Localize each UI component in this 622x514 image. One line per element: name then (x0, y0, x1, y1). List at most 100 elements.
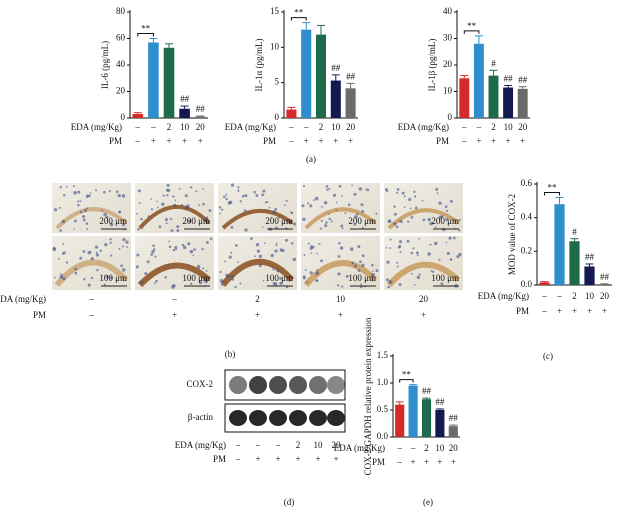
nucleus (166, 188, 171, 193)
treatment-value: + (172, 310, 177, 320)
nucleus (109, 276, 113, 280)
nucleus (414, 206, 418, 210)
nucleus (193, 248, 196, 251)
nucleus (292, 257, 297, 262)
nucleus (136, 212, 138, 215)
nucleus (59, 275, 64, 279)
nucleus (436, 192, 439, 195)
nucleus (82, 250, 86, 253)
nucleus (73, 228, 75, 230)
nucleus (262, 189, 266, 193)
nucleus (431, 270, 435, 273)
nucleus (89, 192, 92, 194)
airway (303, 260, 378, 287)
y-tick-label: 40 (116, 59, 126, 69)
nucleus (283, 204, 286, 207)
bar (517, 88, 528, 118)
nucleus (416, 254, 419, 257)
nucleus (285, 199, 288, 202)
nucleus (415, 251, 419, 255)
treatment-value: – (235, 440, 241, 450)
nucleus (90, 257, 94, 261)
treatment-value: 10 (585, 291, 595, 301)
treatment-name: EDA (mg/Kg) (0, 294, 46, 304)
nucleus (304, 269, 307, 271)
nucleus (95, 189, 98, 192)
nucleus (357, 245, 361, 249)
nucleus (413, 195, 417, 198)
y-tick-label: 0.6 (521, 178, 533, 188)
treatment-value: – (88, 310, 94, 320)
nucleus (458, 252, 462, 257)
significance-bracket (463, 30, 480, 34)
treatment-value: + (424, 457, 429, 467)
nucleus (353, 192, 357, 196)
nucleus (438, 201, 442, 205)
y-tick-label: 0.5 (377, 404, 389, 414)
y-tick-label: 0.0 (377, 431, 389, 441)
nucleus (117, 193, 121, 198)
nucleus (261, 226, 264, 228)
nucleus (189, 186, 193, 189)
nucleus (309, 271, 313, 275)
treatment-value: 10 (504, 122, 514, 132)
nucleus (316, 252, 319, 255)
micrograph: 100 μm (135, 236, 214, 290)
nucleus (135, 265, 139, 269)
significance: ** (548, 183, 558, 193)
nucleus (396, 265, 399, 268)
nucleus (158, 225, 162, 229)
nucleus (140, 217, 143, 221)
nucleus (446, 209, 449, 212)
y-tick-label: 5 (275, 77, 280, 87)
nucleus (196, 264, 201, 269)
scale-bar-label: 100 μm (431, 273, 459, 283)
nucleus (256, 249, 261, 253)
nucleus (234, 285, 237, 289)
blot-band (289, 410, 307, 426)
blot-band (249, 376, 267, 394)
scale-bar-label: 200 μm (99, 216, 127, 226)
nucleus (83, 277, 86, 281)
nucleus (181, 243, 184, 246)
treatment-value: + (506, 136, 511, 146)
nucleus (385, 278, 389, 282)
nucleus (60, 273, 63, 276)
y-axis-label: COX-2/GAPDH relative protein expression (363, 317, 373, 475)
treatment-value: 2 (296, 440, 301, 450)
nucleus (328, 187, 331, 190)
treatment-value: 10 (336, 294, 346, 304)
nucleus (74, 271, 78, 275)
nucleus (242, 212, 245, 215)
treatment-name: EDA (mg/Kg) (478, 291, 529, 301)
nucleus (372, 270, 374, 273)
nucleus (389, 247, 392, 249)
nucleus (154, 255, 157, 258)
treatment-value: – (461, 136, 467, 146)
treatment-value: 2 (424, 443, 429, 453)
annotation: ## (346, 71, 356, 81)
nucleus (452, 236, 456, 240)
nucleus (449, 258, 453, 261)
nucleus (275, 242, 278, 245)
annotation: ## (180, 94, 190, 104)
nucleus (170, 229, 174, 233)
nucleus (371, 273, 375, 277)
nucleus (109, 222, 114, 227)
nucleus (427, 252, 431, 256)
treatment-name: EDA (mg/Kg) (398, 122, 449, 132)
nucleus (86, 207, 89, 210)
nucleus (164, 276, 167, 279)
nucleus (335, 209, 338, 212)
nucleus (164, 217, 168, 222)
nucleus (335, 201, 338, 204)
panel-label: (c) (543, 351, 553, 361)
nucleus (218, 206, 222, 209)
nucleus (293, 222, 297, 226)
treatment-value: + (333, 136, 338, 146)
nucleus (359, 260, 362, 264)
nucleus (202, 187, 204, 190)
nucleus (237, 261, 239, 263)
bar (421, 399, 432, 437)
